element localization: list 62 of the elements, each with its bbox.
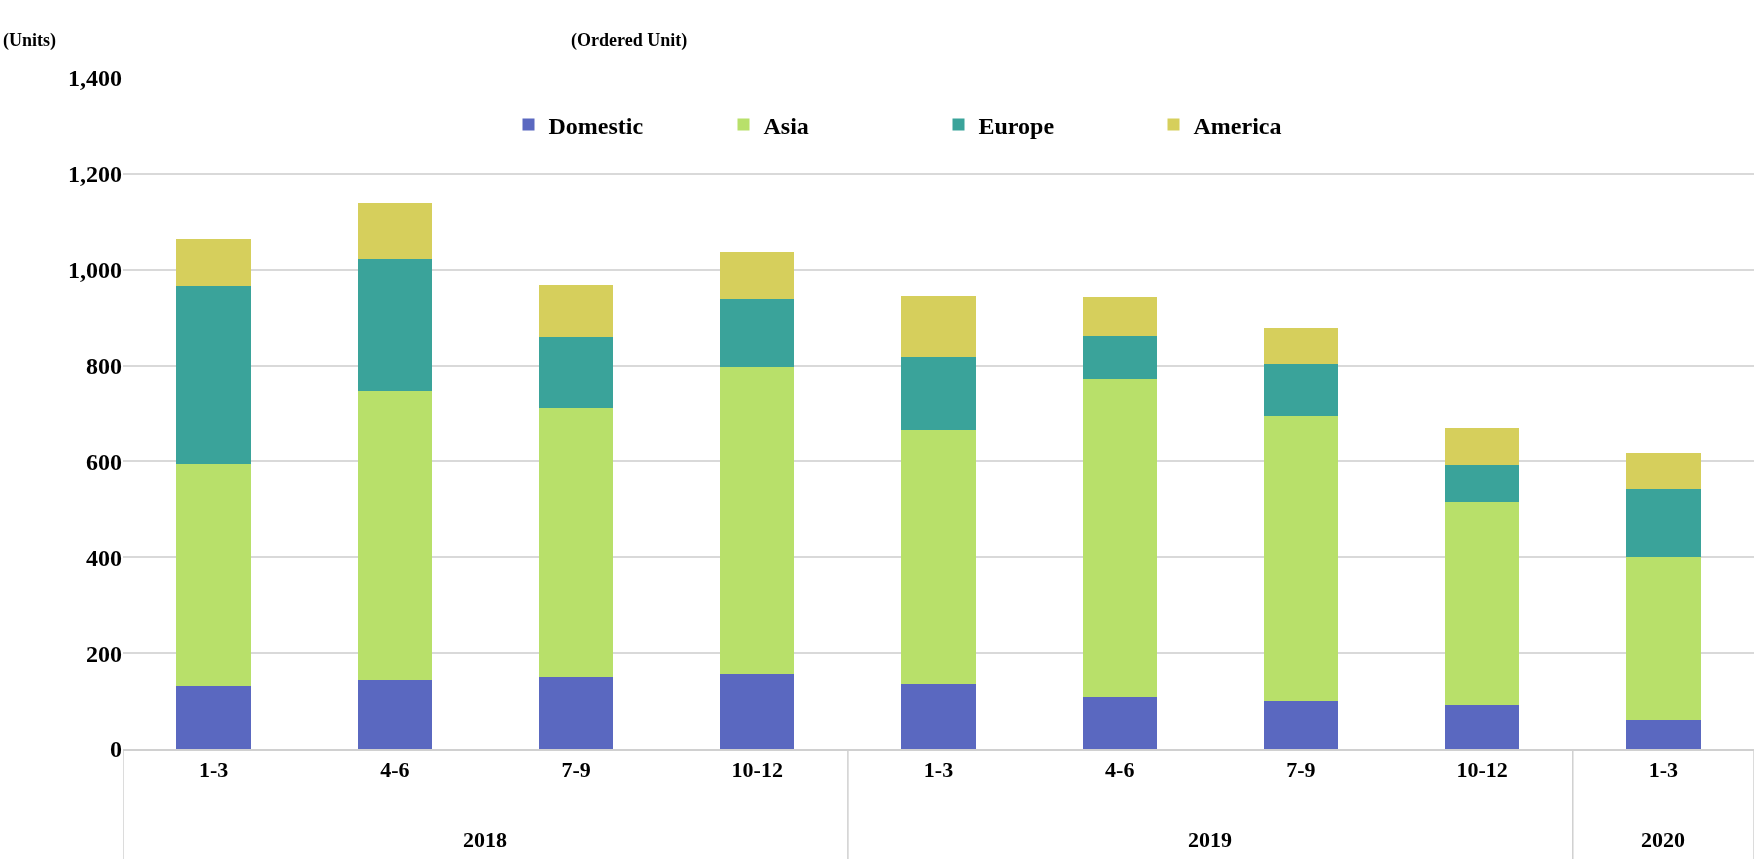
bar bbox=[1626, 452, 1701, 489]
y-tick-label: 0 bbox=[110, 736, 122, 763]
y-axis-title: (Units) bbox=[3, 30, 56, 51]
x-tick-label: 7-9 bbox=[1286, 757, 1316, 783]
bar bbox=[1263, 328, 1339, 365]
bar bbox=[176, 463, 251, 687]
bar bbox=[720, 673, 795, 749]
legend-label: Asia bbox=[763, 112, 809, 139]
y-tick-label: 1,400 bbox=[68, 65, 122, 92]
x-tick-label: 4-6 bbox=[1105, 757, 1135, 783]
bar bbox=[176, 285, 251, 464]
bar bbox=[1263, 700, 1339, 749]
bar bbox=[357, 202, 432, 259]
legend-label: Europe bbox=[978, 112, 1055, 139]
y-tick-label: 200 bbox=[86, 640, 122, 667]
legend-label: Domestic bbox=[548, 112, 644, 139]
text: 2018 bbox=[463, 827, 507, 852]
bar bbox=[1626, 557, 1701, 720]
bar bbox=[357, 258, 432, 391]
bar bbox=[1445, 502, 1520, 706]
bar bbox=[357, 679, 432, 749]
bar bbox=[1263, 415, 1339, 701]
y-tick-label: 800 bbox=[86, 352, 122, 379]
y-tick-label: 1,000 bbox=[68, 257, 122, 284]
bar bbox=[176, 686, 251, 749]
bar bbox=[1082, 336, 1157, 379]
x-tick-label: 4-6 bbox=[380, 757, 410, 783]
bar bbox=[901, 295, 976, 358]
bar bbox=[1082, 297, 1157, 337]
text: 2020 bbox=[1641, 827, 1685, 852]
bar bbox=[1082, 378, 1157, 698]
x-tick-label: 1-3 bbox=[923, 757, 954, 783]
bar bbox=[1626, 488, 1701, 558]
bar bbox=[357, 390, 432, 680]
legend-label: America bbox=[1193, 112, 1282, 139]
bar bbox=[176, 238, 251, 286]
y-tick-label: 600 bbox=[86, 448, 122, 475]
bar bbox=[1626, 719, 1701, 749]
bar bbox=[720, 366, 795, 674]
bar bbox=[901, 430, 976, 684]
x-tick-label: 7-9 bbox=[561, 757, 591, 783]
x-tick-label: 1-3 bbox=[198, 757, 229, 783]
chart-subtitle: (Ordered Unit) bbox=[571, 30, 688, 51]
bar bbox=[1445, 427, 1520, 466]
x-tick-label: 1-3 bbox=[1648, 757, 1679, 783]
bar bbox=[1445, 465, 1520, 503]
bar bbox=[1445, 705, 1520, 749]
bar bbox=[901, 683, 976, 749]
bar bbox=[1082, 697, 1157, 749]
bar bbox=[538, 677, 614, 749]
bar bbox=[720, 298, 795, 367]
bar bbox=[538, 284, 614, 338]
bar bbox=[720, 251, 795, 299]
x-tick-label: 10-12 bbox=[1456, 757, 1508, 783]
bar bbox=[538, 407, 614, 678]
bar bbox=[1263, 364, 1339, 416]
y-tick-label: 1,200 bbox=[68, 161, 122, 188]
bar bbox=[901, 357, 976, 431]
bar bbox=[538, 337, 614, 408]
y-tick-label: 400 bbox=[86, 544, 122, 571]
x-tick-label: 10-12 bbox=[731, 757, 783, 783]
text: 2019 bbox=[1188, 827, 1232, 852]
